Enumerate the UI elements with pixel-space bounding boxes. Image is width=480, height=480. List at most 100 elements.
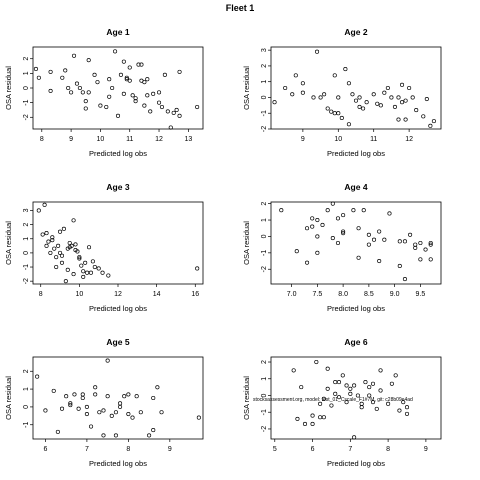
data-point — [68, 401, 73, 406]
data-point — [402, 239, 407, 244]
data-point — [69, 243, 74, 248]
data-point — [393, 373, 398, 378]
data-point — [96, 266, 101, 271]
data-point — [43, 408, 48, 413]
x-tick-label: 12 — [405, 136, 413, 143]
data-point — [130, 93, 135, 98]
data-point — [83, 106, 88, 111]
data-point — [353, 98, 359, 103]
data-point — [84, 411, 89, 417]
panel-2-title: Age 2 — [344, 27, 367, 37]
data-point — [341, 231, 346, 236]
data-point — [364, 100, 369, 105]
data-point — [407, 85, 412, 91]
data-point — [127, 78, 132, 83]
data-point — [79, 263, 84, 268]
data-point — [315, 234, 320, 239]
data-point — [363, 380, 368, 385]
data-point — [403, 98, 408, 103]
data-point — [291, 368, 296, 373]
data-point — [71, 53, 77, 58]
y-tick-label: -1 — [23, 99, 30, 105]
panel-1-title: Age 1 — [106, 27, 129, 37]
data-point — [336, 380, 342, 385]
data-point — [314, 49, 320, 54]
data-point — [155, 385, 160, 390]
data-point — [42, 202, 47, 207]
x-tick-label: 9 — [424, 446, 428, 453]
data-point — [330, 236, 335, 241]
data-point — [428, 123, 433, 128]
panel-6-footnote: stocksassessment.org, model: test_01_Csc… — [253, 397, 413, 403]
data-point — [86, 245, 92, 250]
data-point — [84, 404, 89, 409]
data-point — [138, 410, 143, 415]
data-point — [402, 277, 407, 282]
panel-1-xlabel: Predicted log obs — [89, 149, 147, 158]
data-point — [46, 239, 51, 244]
data-point — [174, 107, 179, 113]
data-point — [64, 394, 69, 399]
data-point — [85, 270, 90, 275]
data-point — [56, 243, 61, 248]
data-point — [371, 237, 377, 242]
panel-6: Age 6 5 6 7 8 9 -2 -1 0 1 2 Predicted log obs OSA re… — [242, 337, 442, 468]
data-point — [389, 381, 394, 386]
y-tick-label: -2 — [23, 278, 30, 284]
data-point — [341, 229, 346, 234]
data-point — [76, 406, 81, 411]
data-point — [151, 395, 156, 401]
data-point — [110, 85, 115, 91]
data-point — [283, 85, 288, 91]
data-point — [424, 96, 429, 102]
panel-6-xlabel: Predicted log obs — [327, 459, 385, 468]
y-tick-label: 2 — [261, 202, 268, 206]
data-point — [421, 114, 426, 119]
data-point — [352, 435, 357, 440]
panel-2-xlabel: Predicted log obs — [327, 149, 385, 158]
data-point — [403, 117, 408, 122]
data-point — [118, 401, 123, 406]
data-point — [86, 90, 91, 95]
y-tick-label: 1 — [261, 218, 268, 222]
data-point — [341, 213, 346, 218]
data-point — [74, 81, 80, 86]
x-tick-label: 14 — [153, 291, 161, 298]
panel-3-frame — [32, 201, 204, 285]
data-point — [329, 109, 334, 114]
x-tick-label: 8 — [386, 446, 390, 453]
data-point — [397, 239, 402, 244]
data-point — [73, 242, 78, 247]
data-point — [195, 104, 200, 110]
data-point — [36, 75, 41, 80]
data-point — [321, 396, 326, 401]
data-point — [54, 264, 59, 270]
panel-4: Age 4 7.0 7.5 8.0 8.5 9.0 9.5 -2 -1 0 1 2 Predicted … — [242, 182, 442, 313]
y-tick-label: 2 — [261, 360, 268, 364]
data-point — [320, 222, 325, 228]
data-point — [134, 394, 139, 399]
y-tick-label: -1 — [261, 250, 268, 256]
x-tick-label: 8.5 — [364, 291, 374, 298]
data-point — [361, 208, 366, 213]
data-point — [113, 433, 118, 438]
panel-4-xlabel: Predicted log obs — [327, 304, 385, 313]
data-point — [48, 69, 53, 74]
panel-5: Age 5 6 7 8 9 -1 0 1 2 Predicted log obs OSA resid… — [4, 337, 204, 468]
data-point — [413, 245, 418, 250]
x-tick-label: 11 — [370, 136, 377, 143]
data-point — [357, 95, 362, 100]
x-tick-label: 12 — [155, 136, 163, 143]
data-point — [44, 231, 49, 236]
y-tick-label: 0 — [261, 393, 268, 397]
data-point — [325, 106, 330, 111]
data-point — [168, 125, 173, 130]
data-point — [109, 413, 114, 418]
data-point — [77, 255, 82, 260]
x-tick-label: 10 — [75, 291, 83, 298]
data-point — [413, 242, 418, 247]
figure-title: Fleet 1 — [225, 3, 255, 13]
